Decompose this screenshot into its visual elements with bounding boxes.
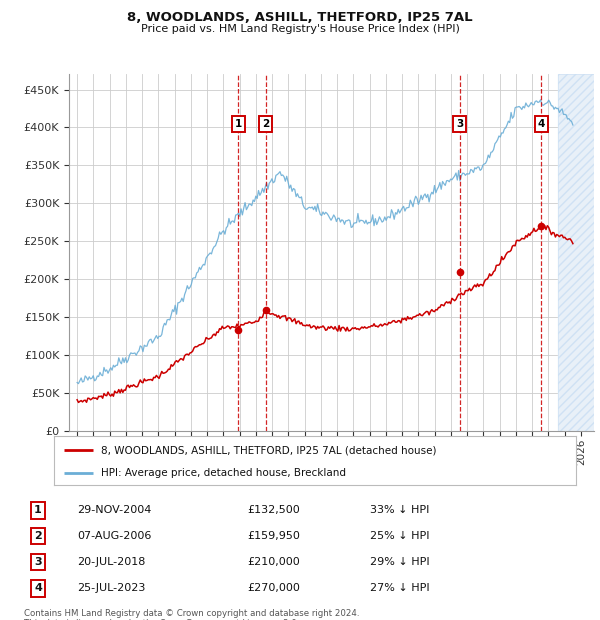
Text: 4: 4 [34,583,42,593]
Text: 07-AUG-2006: 07-AUG-2006 [77,531,151,541]
Text: 3: 3 [456,118,464,129]
Text: HPI: Average price, detached house, Breckland: HPI: Average price, detached house, Brec… [101,467,346,478]
Text: 1: 1 [235,118,242,129]
Text: 1: 1 [34,505,42,515]
Bar [558,74,594,431]
Text: £132,500: £132,500 [247,505,300,515]
Text: 8, WOODLANDS, ASHILL, THETFORD, IP25 7AL (detached house): 8, WOODLANDS, ASHILL, THETFORD, IP25 7AL… [101,445,436,455]
Text: 20-JUL-2018: 20-JUL-2018 [77,557,145,567]
Text: 29% ↓ HPI: 29% ↓ HPI [370,557,430,567]
Text: 2: 2 [34,531,42,541]
Text: 2: 2 [262,118,269,129]
Text: £270,000: £270,000 [247,583,300,593]
Text: 25% ↓ HPI: 25% ↓ HPI [370,531,430,541]
Text: 8, WOODLANDS, ASHILL, THETFORD, IP25 7AL: 8, WOODLANDS, ASHILL, THETFORD, IP25 7AL [127,11,473,24]
Text: 4: 4 [538,118,545,129]
Text: £159,950: £159,950 [247,531,300,541]
Text: Price paid vs. HM Land Registry's House Price Index (HPI): Price paid vs. HM Land Registry's House … [140,24,460,33]
Text: Contains HM Land Registry data © Crown copyright and database right 2024.
This d: Contains HM Land Registry data © Crown c… [24,609,359,620]
Text: 33% ↓ HPI: 33% ↓ HPI [370,505,430,515]
Text: £210,000: £210,000 [247,557,300,567]
Text: 25-JUL-2023: 25-JUL-2023 [77,583,145,593]
Text: 27% ↓ HPI: 27% ↓ HPI [370,583,430,593]
Text: 29-NOV-2004: 29-NOV-2004 [77,505,151,515]
Text: 3: 3 [34,557,42,567]
Bar [558,74,594,431]
